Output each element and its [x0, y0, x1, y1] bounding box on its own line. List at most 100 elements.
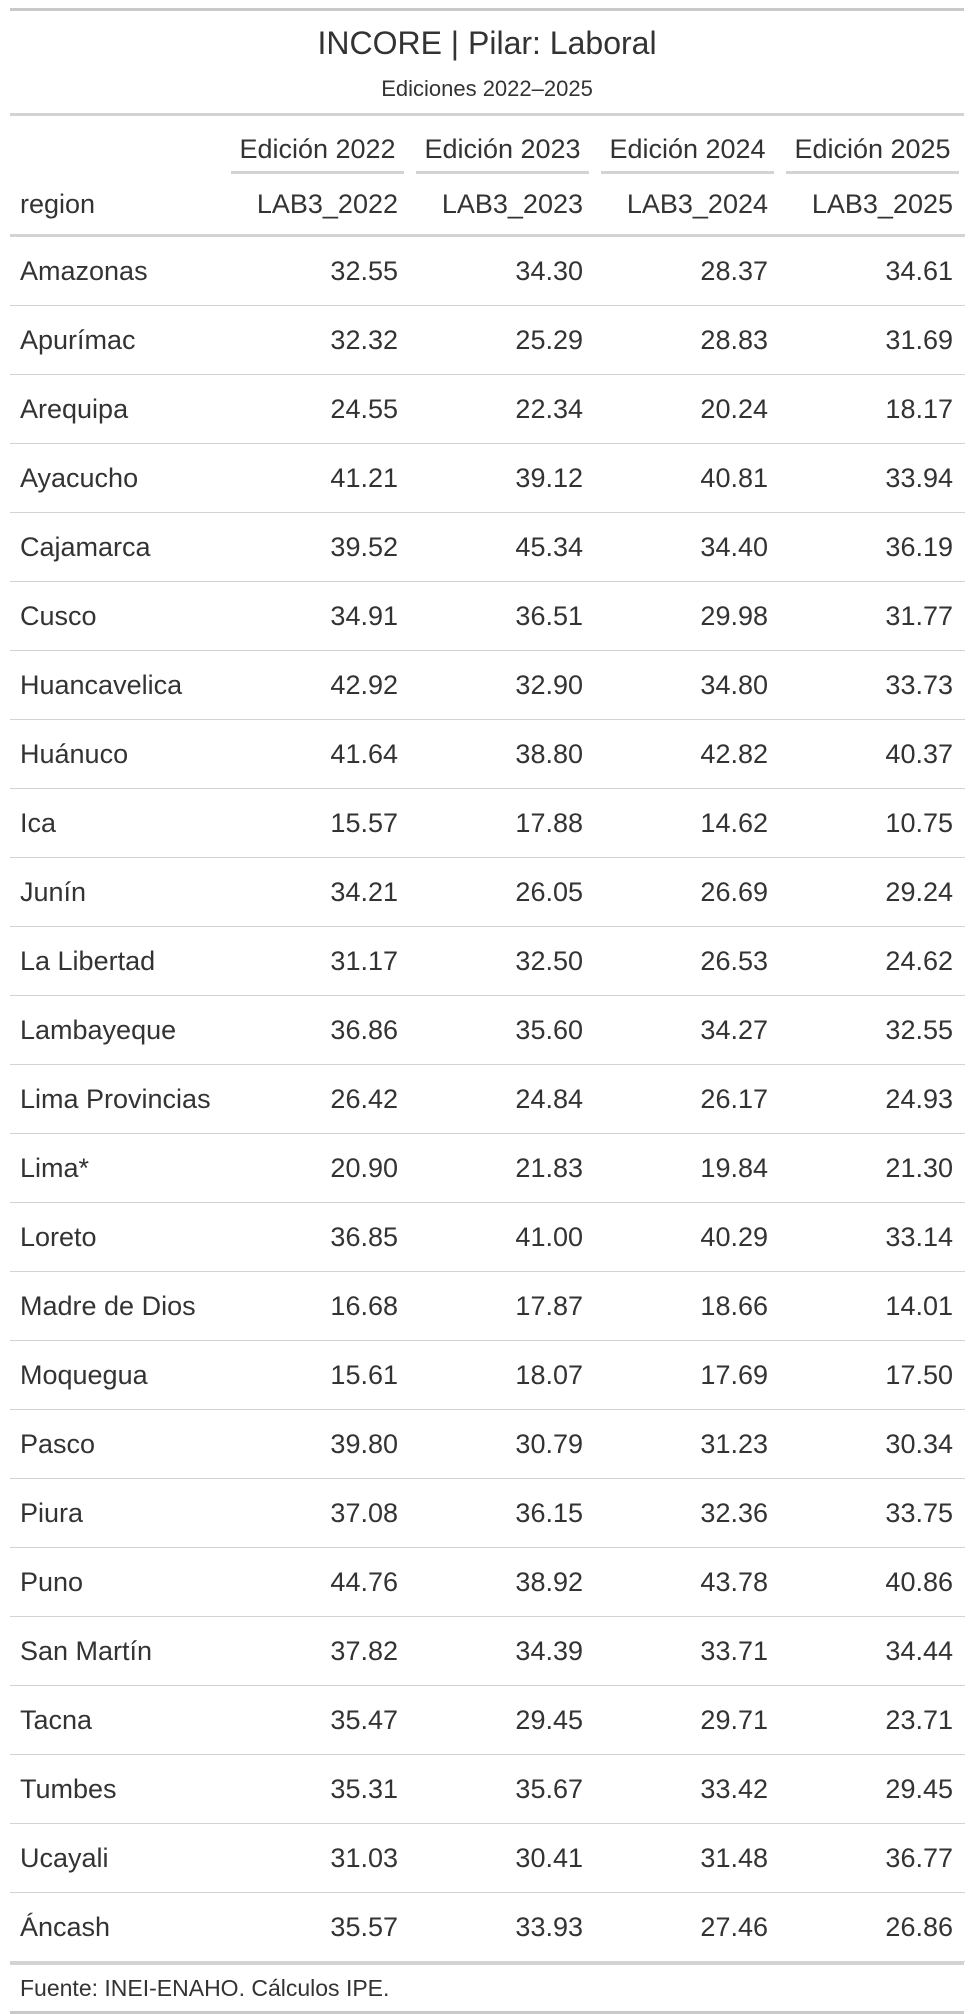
value-cell: 33.14	[780, 1202, 965, 1272]
column-header-lab3-2025: LAB3_2025	[780, 174, 965, 237]
spanner-row: Edición 2022 Edición 2023 Edición 2024 E…	[10, 116, 965, 174]
value-cell: 31.03	[225, 1823, 410, 1893]
value-cell: 35.57	[225, 1892, 410, 1962]
value-cell: 18.07	[410, 1340, 595, 1410]
table-row: Madre de Dios 16.68 17.87 18.66 14.01	[10, 1271, 965, 1341]
value-cell: 17.88	[410, 788, 595, 858]
region-cell: Lima Provincias	[10, 1064, 225, 1134]
value-cell: 31.48	[595, 1823, 780, 1893]
value-cell: 36.77	[780, 1823, 965, 1893]
spanner-underline	[601, 171, 774, 174]
value-cell: 30.34	[780, 1409, 965, 1479]
value-cell: 15.61	[225, 1340, 410, 1410]
spanner-empty	[10, 116, 225, 174]
value-cell: 35.47	[225, 1685, 410, 1755]
value-cell: 29.45	[410, 1685, 595, 1755]
region-cell: Huancavelica	[10, 650, 225, 720]
value-cell: 14.01	[780, 1271, 965, 1341]
region-cell: Loreto	[10, 1202, 225, 1272]
value-cell: 19.84	[595, 1133, 780, 1203]
value-cell: 39.12	[410, 443, 595, 513]
heading-rule	[10, 113, 964, 116]
value-cell: 18.17	[780, 374, 965, 444]
spanner-2022: Edición 2022	[225, 116, 410, 174]
value-cell: 33.93	[410, 1892, 595, 1962]
table-row: Lambayeque 36.86 35.60 34.27 32.55	[10, 995, 965, 1065]
value-cell: 38.92	[410, 1547, 595, 1617]
column-header-region: region	[10, 174, 225, 237]
value-cell: 42.82	[595, 719, 780, 789]
region-cell: Arequipa	[10, 374, 225, 444]
value-cell: 20.24	[595, 374, 780, 444]
source-note: Fuente: INEI-ENAHO. Cálculos IPE.	[20, 1975, 390, 2001]
value-cell: 33.73	[780, 650, 965, 720]
value-cell: 34.44	[780, 1616, 965, 1686]
value-cell: 31.17	[225, 926, 410, 996]
value-cell: 40.37	[780, 719, 965, 789]
value-cell: 26.17	[595, 1064, 780, 1134]
value-cell: 40.86	[780, 1547, 965, 1617]
body-end-rule	[10, 1962, 964, 1965]
table-row: Pasco 39.80 30.79 31.23 30.34	[10, 1409, 965, 1479]
value-cell: 41.00	[410, 1202, 595, 1272]
region-cell: Ucayali	[10, 1823, 225, 1893]
value-cell: 31.69	[780, 305, 965, 375]
top-rule	[10, 8, 964, 11]
region-cell: Moquegua	[10, 1340, 225, 1410]
value-cell: 35.67	[410, 1754, 595, 1824]
value-cell: 34.21	[225, 857, 410, 927]
value-cell: 17.69	[595, 1340, 780, 1410]
region-cell: San Martín	[10, 1616, 225, 1686]
region-cell: Lima*	[10, 1133, 225, 1203]
value-cell: 29.45	[780, 1754, 965, 1824]
value-cell: 28.37	[595, 235, 780, 306]
value-cell: 15.57	[225, 788, 410, 858]
value-cell: 44.76	[225, 1547, 410, 1617]
value-cell: 17.87	[410, 1271, 595, 1341]
value-cell: 29.24	[780, 857, 965, 927]
value-cell: 34.30	[410, 235, 595, 306]
region-cell: Ica	[10, 788, 225, 858]
value-cell: 34.40	[595, 512, 780, 582]
region-cell: Áncash	[10, 1892, 225, 1962]
spanner-label: Edición 2025	[794, 134, 951, 164]
value-cell: 26.69	[595, 857, 780, 927]
region-cell: Apurímac	[10, 305, 225, 375]
value-cell: 42.92	[225, 650, 410, 720]
table-row: Lima Provincias 26.42 24.84 26.17 24.93	[10, 1064, 965, 1134]
value-cell: 32.50	[410, 926, 595, 996]
value-cell: 30.79	[410, 1409, 595, 1479]
value-cell: 21.30	[780, 1133, 965, 1203]
spanner-2023: Edición 2023	[410, 116, 595, 174]
column-header-row: region LAB3_2022 LAB3_2023 LAB3_2024 LAB…	[10, 174, 965, 237]
value-cell: 24.84	[410, 1064, 595, 1134]
value-cell: 29.71	[595, 1685, 780, 1755]
table-row: Ica 15.57 17.88 14.62 10.75	[10, 788, 965, 858]
value-cell: 33.94	[780, 443, 965, 513]
value-cell: 32.36	[595, 1478, 780, 1548]
table-row: Tumbes 35.31 35.67 33.42 29.45	[10, 1754, 965, 1824]
table-row: Junín 34.21 26.05 26.69 29.24	[10, 857, 965, 927]
column-header-lab3-2024: LAB3_2024	[595, 174, 780, 237]
spanner-underline	[416, 171, 589, 174]
value-cell: 41.21	[225, 443, 410, 513]
value-cell: 45.34	[410, 512, 595, 582]
region-cell: Amazonas	[10, 235, 225, 306]
region-cell: Ayacucho	[10, 443, 225, 513]
table-row: Loreto 36.85 41.00 40.29 33.14	[10, 1202, 965, 1272]
value-cell: 24.93	[780, 1064, 965, 1134]
table-row: Ucayali 31.03 30.41 31.48 36.77	[10, 1823, 965, 1893]
value-cell: 20.90	[225, 1133, 410, 1203]
value-cell: 40.29	[595, 1202, 780, 1272]
table-body: Amazonas 32.55 34.30 28.37 34.61 Apurímac 32.3…	[10, 235, 965, 1962]
table-row: Huancavelica 42.92 32.90 34.80 33.73	[10, 650, 965, 720]
value-cell: 14.62	[595, 788, 780, 858]
value-cell: 34.80	[595, 650, 780, 720]
value-cell: 39.52	[225, 512, 410, 582]
value-cell: 36.86	[225, 995, 410, 1065]
table-row: Huánuco 41.64 38.80 42.82 40.37	[10, 719, 965, 789]
value-cell: 34.27	[595, 995, 780, 1065]
value-cell: 32.55	[225, 235, 410, 306]
spanner-label: Edición 2023	[424, 134, 581, 164]
table-row: Cusco 34.91 36.51 29.98 31.77	[10, 581, 965, 651]
